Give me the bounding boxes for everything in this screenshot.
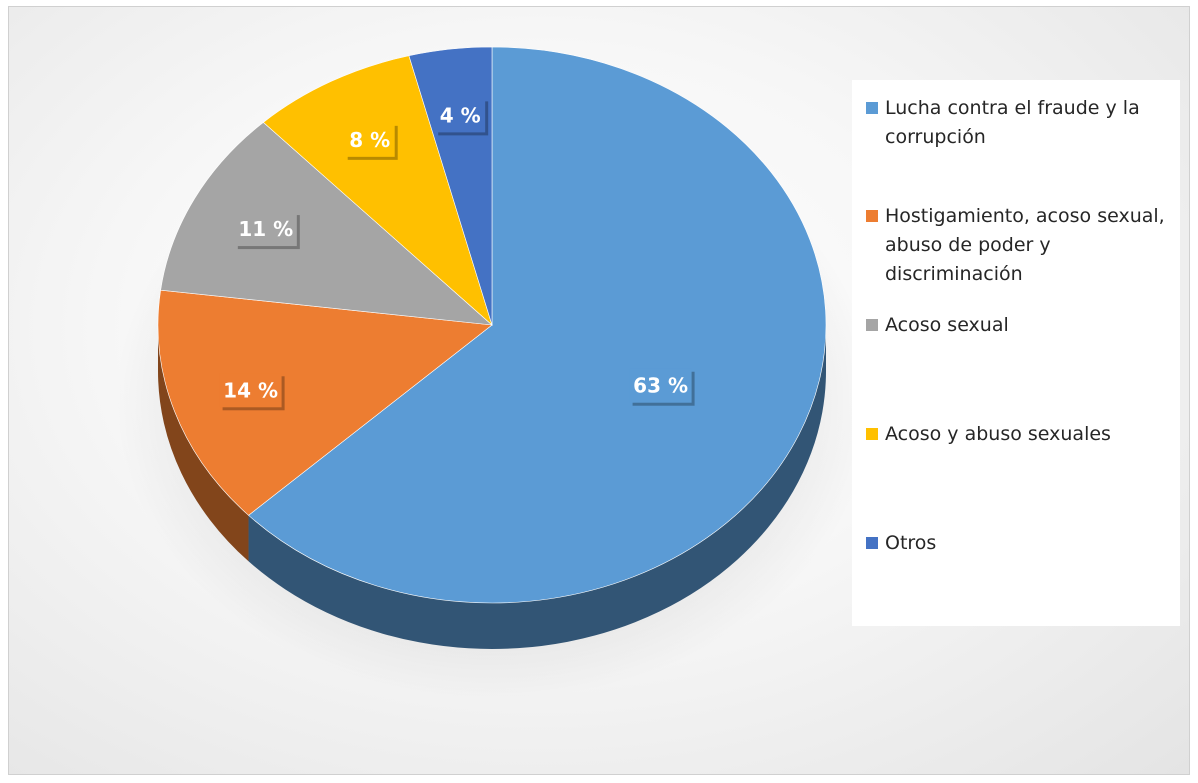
legend-item-acoso-sexual: Acoso sexual: [866, 311, 1166, 340]
legend-item-fraude: Lucha contra el fraude y la corrupción: [866, 94, 1166, 152]
legend-label-otros: Otros: [885, 532, 937, 554]
svg-text:63 %: 63 %: [633, 374, 688, 398]
pie-slice-acoso-sexual: [160, 121, 493, 326]
pie-side-hostigamiento-acoso-sexual-abuso-de-poder-y-discriminacion: [158, 325, 249, 562]
pie-slice-acoso-y-abuso-sexuales: [262, 55, 493, 326]
legend-swatch-otros: [866, 537, 878, 549]
pie-slice-hostigamiento-acoso-sexual-abuso-de-poder-y-discriminacion: [157, 289, 493, 516]
legend-label-acoso-sexual: Acoso sexual: [885, 314, 1009, 336]
svg-text:8 %: 8 %: [349, 128, 390, 152]
pie-side-lucha-contra-el-fraude-y-la-corrupcion: [248, 325, 826, 649]
pie-slice-lucha-contra-el-fraude-y-la-corrupcion: [248, 46, 827, 604]
legend-label-acoso-abuso: Acoso y abuso sexuales: [885, 423, 1111, 445]
legend-item-otros: Otros: [866, 529, 1166, 558]
legend-swatch-acoso-sexual: [866, 319, 878, 331]
data-label-hostigamiento-acoso-sexual-abuso-de-poder-y-discriminacion: 14 %: [219, 373, 285, 411]
data-label-lucha-contra-el-fraude-y-la-corrupcion: 63 %: [629, 368, 695, 406]
legend-label-fraude: Lucha contra el fraude y la corrupción: [885, 97, 1140, 148]
data-label-acoso-sexual: 11 %: [234, 212, 300, 250]
legend-item-acoso-abuso: Acoso y abuso sexuales: [866, 420, 1166, 449]
legend: Lucha contra el fraude y la corrupción H…: [852, 80, 1180, 626]
legend-swatch-hostigamiento: [866, 210, 878, 222]
svg-text:14 %: 14 %: [223, 378, 278, 402]
svg-text:11 %: 11 %: [238, 217, 293, 241]
data-label-otros: 4 %: [435, 98, 489, 136]
legend-item-hostigamiento: Hostigamiento, acoso sexual, abuso de po…: [866, 202, 1166, 289]
svg-text:4 %: 4 %: [440, 103, 481, 127]
legend-label-hostigamiento: Hostigamiento, acoso sexual, abuso de po…: [885, 205, 1165, 285]
legend-swatch-fraude: [866, 102, 878, 114]
legend-swatch-acoso-abuso: [866, 428, 878, 440]
data-label-acoso-y-abuso-sexuales: 8 %: [344, 122, 398, 160]
